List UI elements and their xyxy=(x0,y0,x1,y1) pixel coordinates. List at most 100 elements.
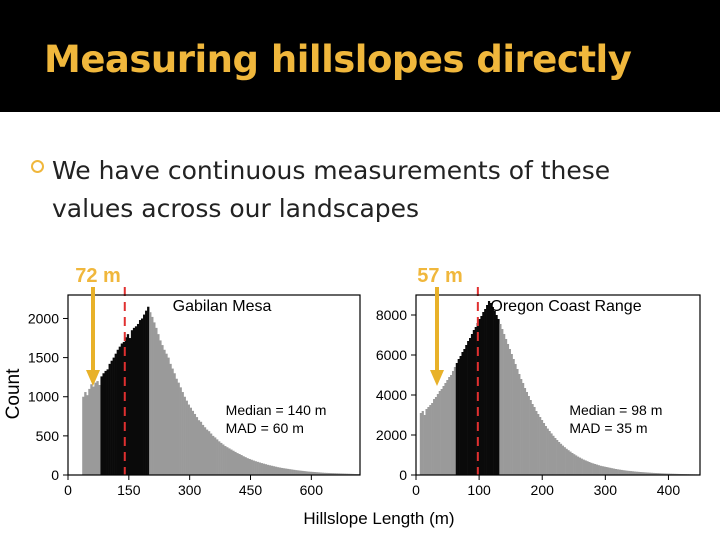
histogram-bar xyxy=(535,411,538,475)
histogram-bar xyxy=(533,407,536,475)
histogram-bar xyxy=(539,417,542,475)
histogram-bar xyxy=(303,471,306,475)
histogram-bar xyxy=(442,386,445,475)
histogram-bar xyxy=(546,428,549,475)
histogram-bar xyxy=(527,396,530,475)
title-bar xyxy=(0,0,720,112)
histogram-bar xyxy=(116,349,119,475)
histogram-bar xyxy=(234,451,237,475)
histogram-bar xyxy=(126,334,130,475)
histogram-bar xyxy=(90,384,93,475)
histogram-bar xyxy=(654,473,657,475)
histogram-bar xyxy=(195,417,199,475)
histogram-bar xyxy=(193,413,197,475)
y-tick-label: 1000 xyxy=(28,389,59,405)
x-tick-label: 300 xyxy=(594,482,618,498)
histogram-bar xyxy=(173,373,176,475)
plot-frame xyxy=(415,294,701,476)
histogram-bar xyxy=(482,312,485,475)
histogram-bar xyxy=(480,316,483,475)
histogram-bar xyxy=(238,454,241,475)
bullet-point: We have continuous measurements of these… xyxy=(31,152,692,228)
x-tick-label: 0 xyxy=(412,482,420,498)
histogram-bar xyxy=(529,400,532,475)
histogram-bar xyxy=(478,319,481,475)
histogram-bar xyxy=(165,353,168,475)
annotation-arrow-icon xyxy=(86,287,100,386)
histogram-bar xyxy=(191,410,195,475)
histogram-bar xyxy=(199,421,203,475)
histogram-bar xyxy=(104,370,107,475)
histogram-bar xyxy=(331,473,334,475)
histogram-bar xyxy=(563,447,566,475)
histogram-bar xyxy=(110,360,113,475)
histogram-bar xyxy=(567,450,570,475)
histogram-bar xyxy=(431,403,434,475)
histogram-bar xyxy=(601,466,604,475)
histogram-bar xyxy=(656,473,659,475)
histogram-bar xyxy=(132,327,136,475)
histogram-bar xyxy=(588,462,591,475)
histogram-bar xyxy=(264,464,268,475)
x-tick-label: 400 xyxy=(657,482,681,498)
histogram-bar xyxy=(256,461,259,475)
histogram-bar xyxy=(179,387,182,475)
histogram-bar xyxy=(268,465,272,475)
histogram-bar xyxy=(470,334,474,475)
histogram-bar xyxy=(339,473,343,475)
histogram-bar xyxy=(552,435,555,475)
histogram-bar xyxy=(639,472,642,475)
median-stat-text: Median = 98 m xyxy=(569,402,662,418)
histogram-bar xyxy=(183,396,186,475)
histogram-bar xyxy=(419,413,422,475)
histogram-bar xyxy=(434,397,438,475)
histogram-bar xyxy=(607,467,610,475)
histogram-bar xyxy=(622,470,625,475)
y-tick-label: 0 xyxy=(399,467,407,483)
histogram-bar xyxy=(618,469,621,475)
histogram-bar xyxy=(643,472,646,475)
histogram-bar xyxy=(189,407,192,475)
histogram-bar xyxy=(497,319,500,475)
histogram-bar xyxy=(317,472,320,475)
histogram-bar xyxy=(531,404,534,475)
histogram-bar xyxy=(236,453,239,475)
histogram-bar xyxy=(421,411,424,475)
histogram-bar xyxy=(98,385,101,475)
histogram-bar xyxy=(459,356,462,475)
x-tick-label: 300 xyxy=(178,482,202,498)
mad-stat-text: MAD = 35 m xyxy=(569,420,647,436)
histogram-bar xyxy=(272,466,276,475)
histogram-bar xyxy=(141,318,144,475)
histogram-bar xyxy=(599,465,602,475)
histogram-bar xyxy=(262,463,265,475)
histogram-bar xyxy=(614,469,617,475)
y-tick-label: 2000 xyxy=(28,310,59,326)
histogram-bar xyxy=(523,388,527,475)
histogram-bar xyxy=(175,378,178,475)
histogram-bar xyxy=(586,461,589,475)
histogram-bar xyxy=(252,460,255,475)
histogram-bar xyxy=(518,374,521,475)
histogram-bar xyxy=(448,377,451,475)
histogram-bar xyxy=(559,443,563,475)
histogram-bar xyxy=(250,459,253,475)
x-tick-label: 450 xyxy=(239,482,263,498)
histogram-bar xyxy=(645,472,648,475)
histogram-bar xyxy=(612,468,616,475)
histogram-bar xyxy=(469,338,472,475)
histogram-bar xyxy=(503,334,506,475)
histogram-bar xyxy=(455,363,458,475)
histogram-bar xyxy=(582,459,585,475)
histogram-bar xyxy=(254,461,257,475)
bullet-circle-icon xyxy=(31,160,44,173)
histogram-bar xyxy=(595,464,599,475)
y-tick-label: 1500 xyxy=(28,350,59,366)
histogram-bar xyxy=(433,399,436,475)
histogram-bar xyxy=(487,301,491,475)
histogram-bar xyxy=(100,376,103,475)
histogram-bar xyxy=(540,420,544,475)
histogram-bar xyxy=(609,467,612,475)
y-tick-label: 4000 xyxy=(376,387,407,403)
histogram-bar xyxy=(325,472,328,475)
